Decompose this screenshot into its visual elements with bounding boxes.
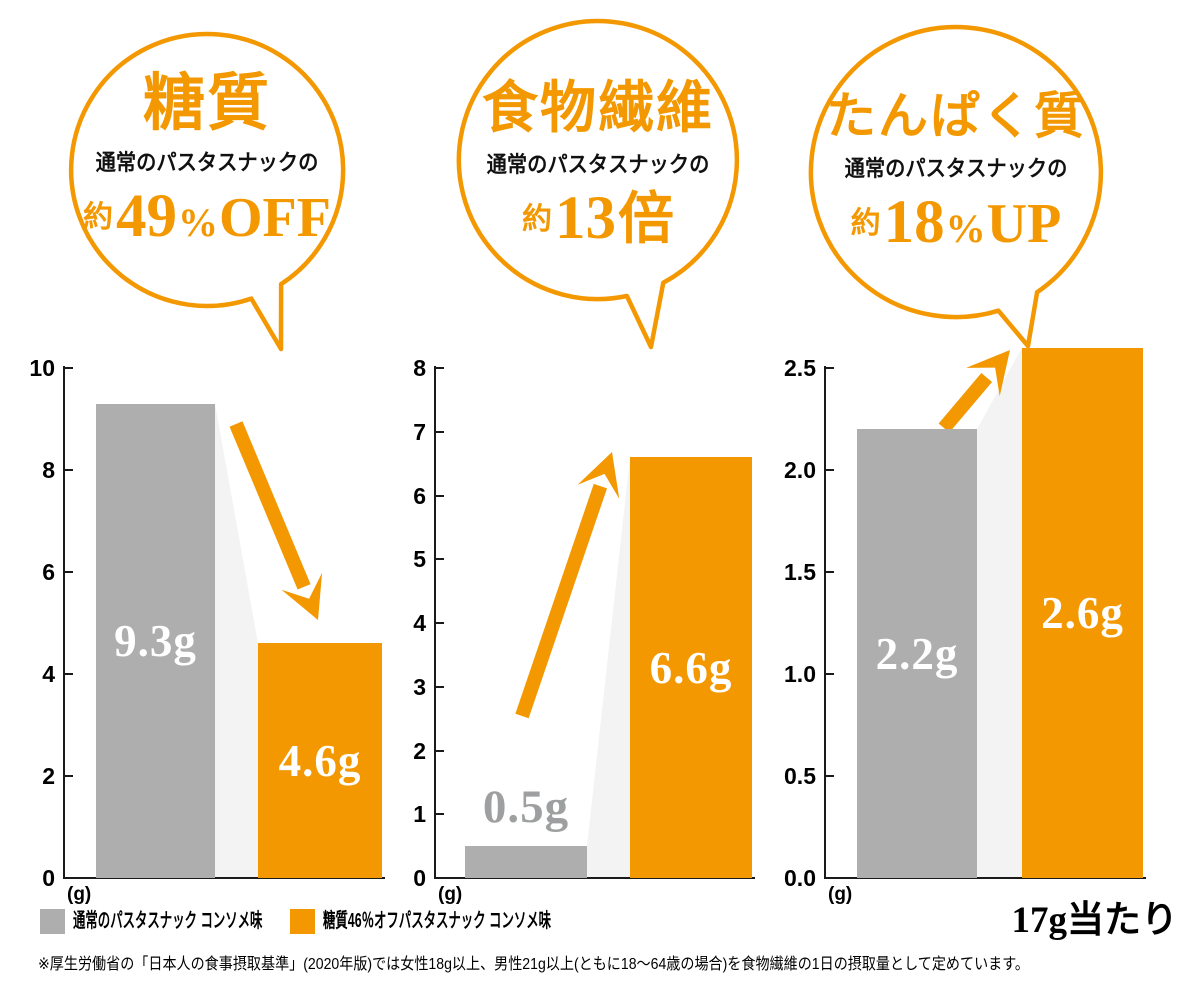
bar-regular-snack	[465, 846, 587, 878]
bar-value-label: 4.6g	[278, 735, 362, 786]
bar-lowcarb-snack	[258, 643, 382, 878]
stat-prefix: 約	[522, 203, 552, 237]
axis-tick-label: 2.5	[784, 355, 816, 381]
bar-regular-snack	[96, 403, 215, 878]
axis-tick-label: 7	[413, 418, 426, 445]
axis-tick	[435, 622, 444, 624]
axis-tick	[435, 877, 444, 879]
axis-tick-label: 10	[29, 355, 55, 381]
axis-tick-label: 1	[413, 801, 426, 828]
legend-label: 糖質46％オフパスタスナック コンソメ味	[323, 910, 552, 932]
bar-regular-snack	[857, 429, 977, 878]
bubble-stat: 約 13 倍	[438, 188, 758, 249]
axis-unit-label: (g)	[67, 884, 92, 905]
axis-tick	[825, 367, 834, 369]
footnote: ※厚生労働省の「日本人の食事摂取基準」(2020年版)では女性18g以上、男性2…	[38, 956, 1029, 973]
axis-unit-label: (g)	[438, 884, 463, 905]
legend-swatch-orange	[290, 909, 315, 934]
stat-value: 18	[883, 189, 945, 256]
axis-tick-label: 1.0	[784, 661, 816, 687]
axis-tick	[825, 673, 834, 675]
axis-tick-label: 0	[413, 865, 426, 891]
axis-tick	[435, 813, 444, 816]
axis-tick-label: 8	[42, 457, 55, 483]
stat-suffix: UP	[986, 193, 1062, 255]
bubble-title: 糖質	[142, 70, 271, 138]
bubble-title: 食物繊維	[482, 78, 714, 140]
axis-tick-label: 4	[413, 610, 426, 636]
axis-tick-label: 4	[42, 661, 55, 687]
bubble-text-protein: たんぱく質 通常のパスタスナックの 約 18 % UP	[796, 90, 1116, 253]
axis-tick	[64, 673, 73, 675]
axis-tick-label: 6	[413, 482, 426, 509]
axis-tick	[435, 558, 444, 561]
stat-unit: %	[178, 200, 218, 246]
y-axis	[824, 366, 826, 879]
bar-value-label: 2.2g	[875, 628, 959, 679]
bar-lowcarb-snack	[630, 457, 752, 878]
axis-tick	[64, 877, 73, 879]
axis-tick-label: 8	[413, 355, 426, 381]
serving-size-label: 17g当たり	[1011, 900, 1179, 941]
legend-item-lowcarb-snack: 糖質46％オフパスタスナック コンソメ味	[290, 909, 691, 934]
bubble-title: たんぱく質	[826, 88, 1086, 144]
bubble-text-sugar: 糖質 通常のパスタスナックの 約 49 % OFF	[47, 70, 367, 248]
legend-label: 通常のパスタスナック コンソメ味	[73, 910, 263, 932]
axis-tick-label: 2	[413, 737, 426, 764]
stat-prefix: 約	[850, 207, 881, 240]
y-axis	[63, 366, 65, 879]
bar-value-label: 9.3g	[114, 615, 197, 666]
axis-tick	[64, 469, 73, 471]
bar-value-label: 6.6g	[649, 642, 733, 693]
axis-tick-label: 1.5	[784, 559, 816, 585]
bar-lowcarb-snack	[1022, 347, 1143, 878]
axis-tick	[825, 877, 834, 879]
legend-swatch-gray	[40, 909, 65, 934]
stat-suffix: 倍	[618, 189, 674, 252]
stat-unit: %	[945, 206, 986, 251]
axis-tick	[64, 367, 73, 369]
axis-tick	[825, 571, 834, 573]
axis-tick	[435, 494, 444, 497]
bubble-subtitle: 通常のパスタスナックの	[844, 156, 1068, 181]
stat-prefix: 約	[83, 201, 113, 235]
axis-tick-label: 0.5	[784, 763, 816, 789]
bubble-subtitle: 通常のパスタスナックの	[95, 150, 319, 176]
axis-tick	[435, 430, 444, 433]
axis-tick-label: 0	[42, 865, 55, 891]
axis-tick	[825, 469, 834, 471]
bubble-text-fiber: 食物繊維 通常のパスタスナックの 約 13 倍	[438, 80, 758, 249]
axis-tick-label: 2	[42, 763, 55, 789]
axis-tick-label: 5	[413, 546, 426, 573]
axis-unit-label: (g)	[828, 884, 853, 905]
bar-value-label: 0.5g	[482, 781, 570, 834]
axis-tick-label: 0.0	[784, 865, 816, 891]
bubble-stat: 約 18 % UP	[796, 192, 1116, 253]
bubble-subtitle: 通常のパスタスナックの	[486, 152, 710, 178]
x-axis	[63, 877, 385, 879]
axis-tick-label: 2.0	[784, 457, 816, 483]
stat-suffix: OFF	[219, 187, 331, 250]
x-axis	[434, 877, 755, 879]
axis-tick	[64, 775, 73, 777]
axis-tick	[435, 367, 444, 369]
axis-tick	[64, 571, 73, 573]
stat-value: 49	[116, 183, 177, 251]
axis-tick	[435, 749, 444, 752]
legend-item-regular-snack: 通常のパスタスナック コンソメ味	[40, 909, 379, 934]
axis-tick-label: 6	[42, 559, 55, 585]
axis-tick	[825, 775, 834, 777]
bar-value-label: 2.6g	[1041, 587, 1124, 638]
stat-value: 13	[555, 185, 616, 253]
axis-tick-label: 3	[413, 673, 426, 700]
bubble-stat: 約 49 % OFF	[47, 186, 367, 247]
axis-tick	[435, 685, 444, 688]
